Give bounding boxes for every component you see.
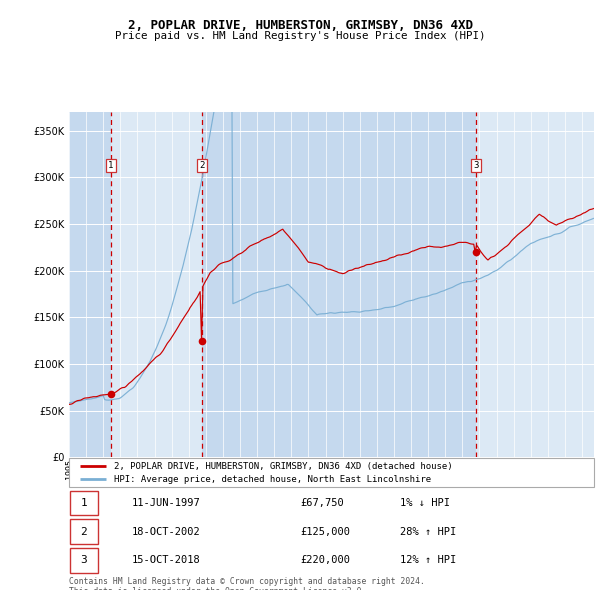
Bar bbox=[202, 112, 476, 457]
Text: £125,000: £125,000 bbox=[300, 527, 350, 536]
Bar bbox=[70, 490, 98, 515]
Text: 1% ↓ HPI: 1% ↓ HPI bbox=[400, 498, 450, 508]
Text: 3: 3 bbox=[473, 161, 479, 170]
Text: 18-OCT-2002: 18-OCT-2002 bbox=[132, 527, 201, 536]
Text: 11-JUN-1997: 11-JUN-1997 bbox=[132, 498, 201, 508]
Bar bbox=[70, 519, 98, 544]
Bar bbox=[69, 112, 111, 457]
Text: 28% ↑ HPI: 28% ↑ HPI bbox=[400, 527, 456, 536]
Text: 2, POPLAR DRIVE, HUMBERSTON, GRIMSBY, DN36 4XD (detached house): 2, POPLAR DRIVE, HUMBERSTON, GRIMSBY, DN… bbox=[113, 462, 452, 471]
Text: 15-OCT-2018: 15-OCT-2018 bbox=[132, 555, 201, 565]
Text: 1: 1 bbox=[80, 498, 88, 508]
Text: 2: 2 bbox=[200, 161, 205, 170]
Bar bbox=[111, 112, 202, 457]
Text: HPI: Average price, detached house, North East Lincolnshire: HPI: Average price, detached house, Nort… bbox=[113, 475, 431, 484]
Text: Contains HM Land Registry data © Crown copyright and database right 2024.
This d: Contains HM Land Registry data © Crown c… bbox=[69, 577, 425, 590]
Bar bbox=[70, 548, 98, 573]
Text: 2: 2 bbox=[80, 527, 88, 536]
Text: 12% ↑ HPI: 12% ↑ HPI bbox=[400, 555, 456, 565]
Text: 1: 1 bbox=[108, 161, 113, 170]
Text: £220,000: £220,000 bbox=[300, 555, 350, 565]
Text: £67,750: £67,750 bbox=[300, 498, 344, 508]
Text: 3: 3 bbox=[80, 555, 88, 565]
Text: 2, POPLAR DRIVE, HUMBERSTON, GRIMSBY, DN36 4XD: 2, POPLAR DRIVE, HUMBERSTON, GRIMSBY, DN… bbox=[128, 19, 473, 32]
Bar bbox=[476, 112, 594, 457]
Text: Price paid vs. HM Land Registry's House Price Index (HPI): Price paid vs. HM Land Registry's House … bbox=[115, 31, 485, 41]
